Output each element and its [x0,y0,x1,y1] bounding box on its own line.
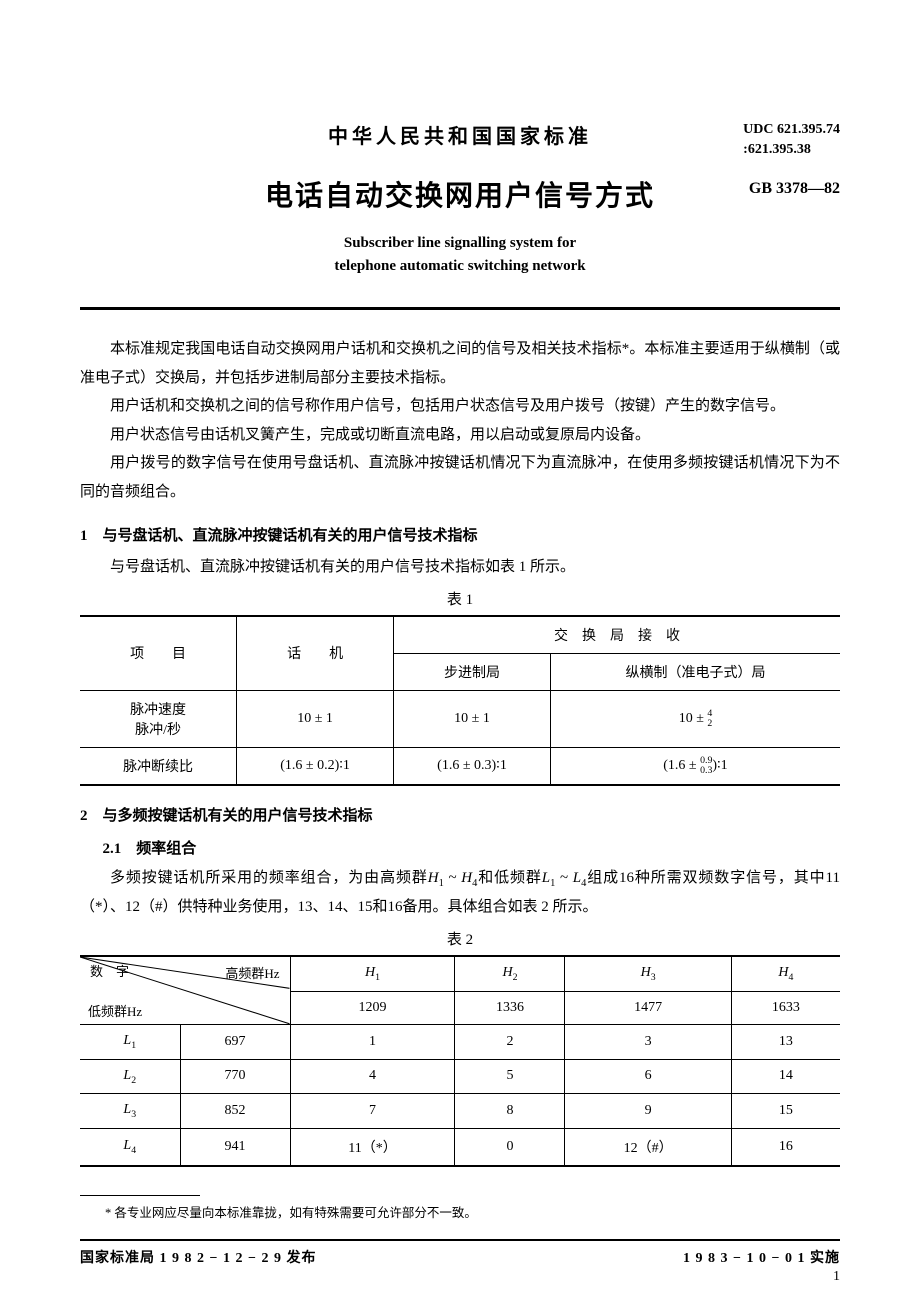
subtitle-english: Subscriber line signalling system for te… [80,232,840,277]
t1-r1-l1: 脉冲速度 [130,703,186,718]
t1-r2-c2: (1.6 ± 0.3)∶1 [394,747,551,785]
header-block: 中华人民共和国国家标准 UDC 621.395.74 :621.395.38 电… [80,120,840,277]
t2-L4: L4 [80,1129,180,1167]
intro-p2: 用户话机和交换机之间的信号称作用户信号，包括用户状态信号及用户拨号（按键）产生的… [80,392,840,421]
t2-diag-cell: 高频群Hz 数 字 低频群Hz [80,956,290,1024]
intro-p4: 用户拨号的数字信号在使用号盘话机、直流脉冲按键话机情况下为直流脉冲，在使用多频按… [80,449,840,506]
t2-hf3: 1477 [565,991,731,1024]
t2-diag-top: 高频群Hz [225,963,279,982]
title-row: 电话自动交换网用户信号方式 GB 3378—82 [80,174,840,214]
t2-c-1-3: 14 [731,1059,840,1094]
supertitle: 中华人民共和国国家标准 [80,120,840,149]
t1-h-phone: 话 机 [237,616,394,691]
section2-sub1: 2.1 频率组合 [80,837,840,858]
udc-code: UDC 621.395.74 :621.395.38 [743,120,840,159]
t1-r2-c1: (1.6 ± 0.2)∶1 [237,747,394,785]
t1-r2-c3: (1.6 ± 0.90.3)∶1 [550,747,840,785]
t2-lf1: 697 [180,1024,290,1059]
subtitle-en-2: telephone automatic switching network [80,255,840,278]
t2-c-0-2: 3 [565,1024,731,1059]
t1-r1-c2: 10 ± 1 [394,690,551,747]
t2-c-1-1: 5 [455,1059,565,1094]
s2-p1b: 和低频群 [477,870,541,886]
t2-c-3-2: 12（#） [565,1129,731,1167]
t1-h-step: 步进制局 [394,653,551,690]
t2-hf1: 1209 [290,991,455,1024]
t2-lf3: 852 [180,1094,290,1129]
t2-hf2: 1336 [455,991,565,1024]
t1-h-cross: 纵横制（准电子式）局 [550,653,840,690]
footer-row: 国家标准局 1 9 8 2 − 1 2 − 2 9 发布 1 9 8 3 − 1… [80,1241,840,1267]
t2-H3: H3 [565,956,731,991]
t1-r1-label: 脉冲速度 脉冲/秒 [80,690,237,747]
t2-L2: L2 [80,1059,180,1094]
t2-H4: H4 [731,956,840,991]
rule-top [80,307,840,310]
t1-h-exchange: 交 换 局 接 收 [394,616,840,654]
s2-p1a: 多频按键话机所采用的频率组合，为由高频群 [110,870,428,886]
table1-caption: 表 1 [80,588,840,609]
t2-c-1-0: 4 [290,1059,455,1094]
t2-c-1-2: 6 [565,1059,731,1094]
t2-c-2-2: 9 [565,1094,731,1129]
t2-c-2-1: 8 [455,1094,565,1129]
t1-r1-c3: 10 ± 42 [550,690,840,747]
t2-c-3-1: 0 [455,1129,565,1167]
footer-left: 国家标准局 1 9 8 2 − 1 2 − 2 9 发布 [80,1247,316,1267]
t1-h-item: 项 目 [80,616,237,691]
t2-lf4: 941 [180,1129,290,1167]
t1-r1-c1: 10 ± 1 [237,690,394,747]
footnote-rule [80,1195,200,1196]
t2-H1: H1 [290,956,455,991]
section1-lead: 与号盘话机、直流脉冲按键话机有关的用户信号技术指标如表 1 所示。 [80,553,840,582]
intro-p3: 用户状态信号由话机叉簧产生，完成或切断直流电路，用以启动或复原局内设备。 [80,421,840,450]
t1-r1-l2: 脉冲/秒 [135,723,181,738]
t2-c-3-0: 11（*） [290,1129,455,1167]
gb-code: GB 3378—82 [749,180,840,198]
t2-c-0-3: 13 [731,1024,840,1059]
t1-r2-label: 脉冲断续比 [80,747,237,785]
t2-c-3-3: 16 [731,1129,840,1167]
section2-heading: 2 与多频按键话机有关的用户信号技术指标 [80,804,840,825]
t2-lf2: 770 [180,1059,290,1094]
section2-p1: 多频按键话机所采用的频率组合，为由高频群H1 ~ H4和低频群L1 ~ L4组成… [80,864,840,922]
footer-right: 1 9 8 3 − 1 0 − 0 1 实施 [683,1247,840,1267]
udc-line2: :621.395.38 [743,140,840,160]
udc-line1: UDC 621.395.74 [743,120,840,140]
t2-diag-mid: 数 字 [90,961,129,980]
page-number: 1 [80,1269,840,1285]
t2-H2: H2 [455,956,565,991]
t2-c-2-0: 7 [290,1094,455,1129]
subtitle-en-1: Subscriber line signalling system for [80,232,840,255]
table1: 项 目 话 机 交 换 局 接 收 步进制局 纵横制（准电子式）局 脉冲速度 脉… [80,615,840,786]
footnote: * 各专业网应尽量向本标准靠拢，如有特殊需要可允许部分不一致。 [80,1202,840,1221]
intro-p1: 本标准规定我国电话自动交换网用户话机和交换机之间的信号及相关技术指标*。本标准主… [80,335,840,392]
t2-L1: L1 [80,1024,180,1059]
t2-c-0-0: 1 [290,1024,455,1059]
t2-c-2-3: 15 [731,1094,840,1129]
table2-caption: 表 2 [80,928,840,949]
main-title: 电话自动交换网用户信号方式 [80,174,840,214]
t2-hf4: 1633 [731,991,840,1024]
table2: 高频群Hz 数 字 低频群Hz H1 H2 H3 H4 1209 1336 14… [80,955,840,1167]
section1-heading: 1 与号盘话机、直流脉冲按键话机有关的用户信号技术指标 [80,524,840,545]
t2-L3: L3 [80,1094,180,1129]
t2-c-0-1: 2 [455,1024,565,1059]
t2-diag-bot: 低频群Hz [88,1001,142,1020]
